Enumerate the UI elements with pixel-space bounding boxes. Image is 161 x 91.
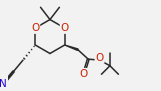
Text: O: O — [31, 23, 39, 33]
Text: N: N — [0, 79, 7, 89]
Text: O: O — [95, 53, 104, 63]
Text: O: O — [61, 23, 69, 33]
Polygon shape — [65, 45, 78, 50]
Text: O: O — [80, 69, 88, 79]
